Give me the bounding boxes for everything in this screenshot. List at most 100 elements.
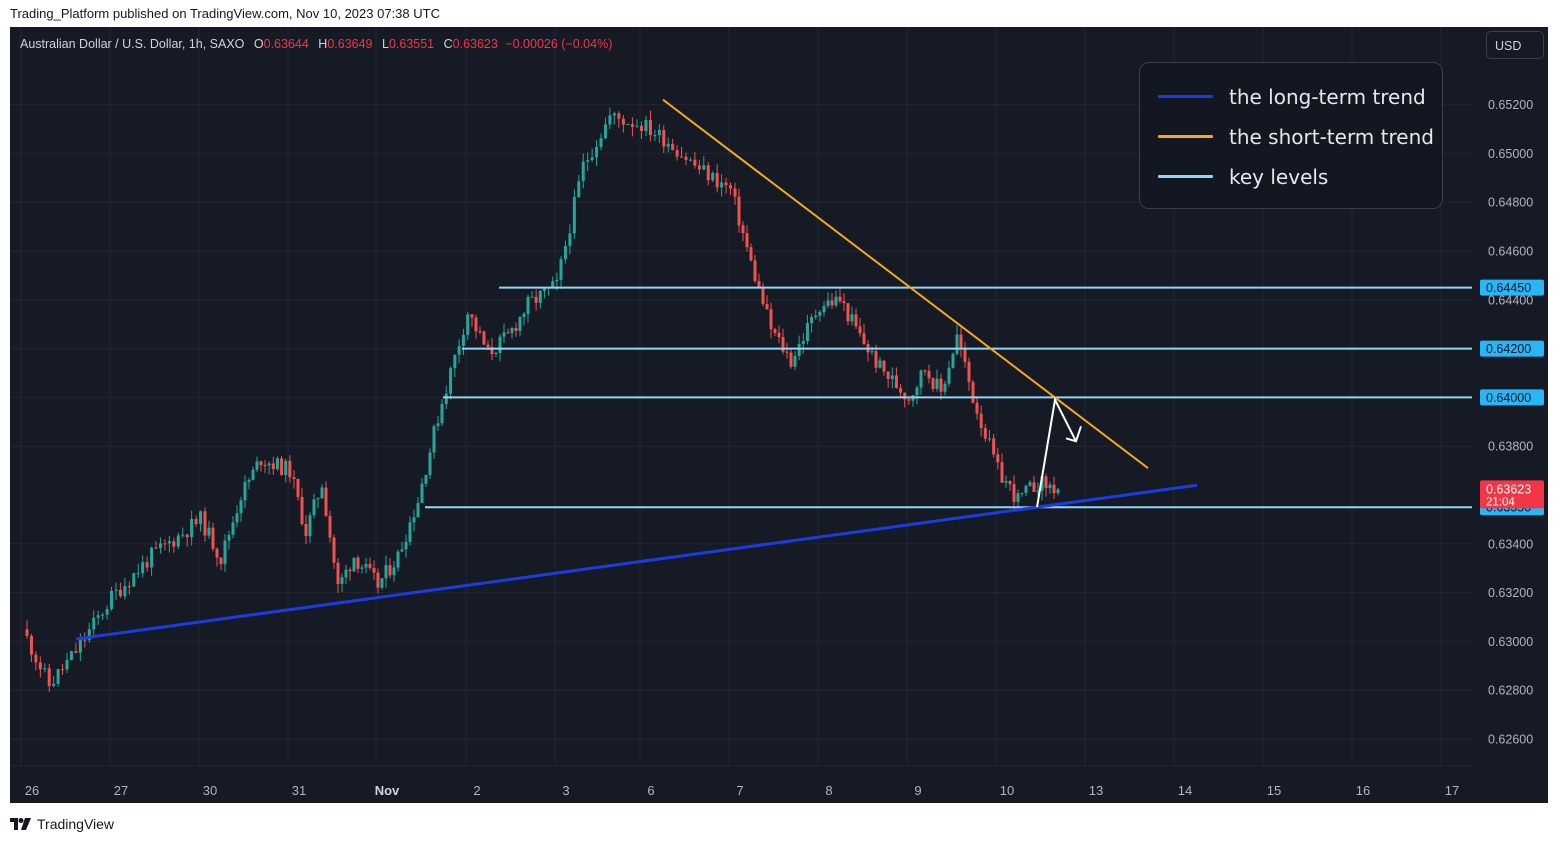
symbol-name[interactable]: Australian Dollar / U.S. Dollar, 1h, SAX… [20,37,245,51]
price-axis-label: 0.64600 [1488,245,1533,259]
candle-body [785,351,789,353]
candle-body [899,388,903,393]
legend-swatch-long-term [1158,95,1213,98]
candle-body [336,562,340,584]
candle-body [559,259,563,280]
candle-body [983,428,987,439]
candle-body [154,547,158,549]
candle-body [308,515,312,536]
candle-body [231,522,235,535]
candle-body [332,537,336,563]
candle-body [360,567,364,569]
candle-body [684,156,688,161]
candle-body [765,304,769,310]
candle-body [52,683,56,687]
legend-label: the short-term trend [1229,125,1434,149]
candle-body [939,378,943,392]
candle-body [595,146,599,158]
candle-body [979,413,983,429]
candle-body [312,499,316,516]
candle-body [215,548,219,558]
candle-body [874,351,878,368]
projection-arrow-head [1065,426,1082,443]
candle-body [87,629,91,640]
candle-body [243,482,247,501]
time-axis-label: 8 [825,783,832,798]
candle-body [967,361,971,383]
currency-button[interactable]: USD [1486,31,1544,59]
candle-body [105,608,109,615]
candle-body [1048,484,1052,489]
footer-brand[interactable]: TradingView [10,814,114,834]
candle-body [185,534,189,538]
candle-body [163,543,167,545]
candle-body [894,375,898,389]
candle-body [83,639,87,641]
candle-body [181,534,185,536]
legend-swatch-key-levels [1158,175,1213,178]
candle-body [364,563,368,568]
candle-body [741,225,745,234]
candle-body [1044,476,1048,489]
candle-body [223,540,227,565]
candle-body [846,303,850,322]
candle-body [862,333,866,344]
candle-body [621,118,625,125]
candle-body [478,331,482,333]
low-value: 0.63551 [388,37,435,51]
open-label: O [253,37,264,51]
candle-body [211,527,215,549]
candle-body [1004,481,1008,483]
candle-body [854,314,858,327]
candle-body [470,314,474,318]
candle-body [988,438,991,440]
long-term-trend-line[interactable] [75,483,1198,641]
candle-body [797,343,801,356]
candle-body [586,159,590,162]
time-axis-label: 31 [292,783,306,798]
legend-label: key levels [1229,165,1329,189]
candle-body [1016,493,1020,502]
low-label: L [382,37,389,51]
candle-body [935,378,939,389]
candle-body [101,614,105,616]
candle-body [412,517,416,523]
time-axis-label: 10 [1000,783,1014,798]
candle-body [1052,484,1056,494]
candle-body [753,260,757,282]
candle-body [992,438,996,455]
candle-body [522,313,526,318]
candle-body [526,296,530,314]
candle-body [251,469,255,480]
candle-body [400,549,404,552]
projection-arrow[interactable] [1036,396,1077,508]
candle-body [711,172,715,181]
candle-body [919,370,923,388]
candle-body [757,281,761,287]
candle-body [69,651,73,660]
short-term-trend-line[interactable] [662,98,1149,469]
candle-body [644,120,648,132]
open-value: 0.63644 [263,37,309,51]
candle-body [826,300,830,307]
candle-body [947,367,951,384]
time-axis-label: 14 [1178,783,1192,798]
candle-body [352,557,356,572]
price-chart[interactable]: 0.62600 0.62800 0.63000 0.63200 0.63400 0.638… [10,27,1548,803]
candle-body [145,562,149,568]
candle-body [127,586,131,588]
candle-body [971,382,975,403]
close-label: C [443,37,453,51]
candle-body [461,334,465,346]
candle-body [219,557,223,565]
candle-body [617,113,621,119]
candle-body [850,314,854,322]
candle-body [639,125,643,132]
candle-body [284,460,288,475]
chart-pane[interactable]: 0.62600 0.62800 0.63000 0.63200 0.63400 0.638… [10,27,1548,803]
candle-body [416,502,420,518]
candle-body [923,370,927,372]
close-value: 0.63623 [452,37,498,51]
candle-body [65,659,69,670]
candle-body [882,360,886,372]
